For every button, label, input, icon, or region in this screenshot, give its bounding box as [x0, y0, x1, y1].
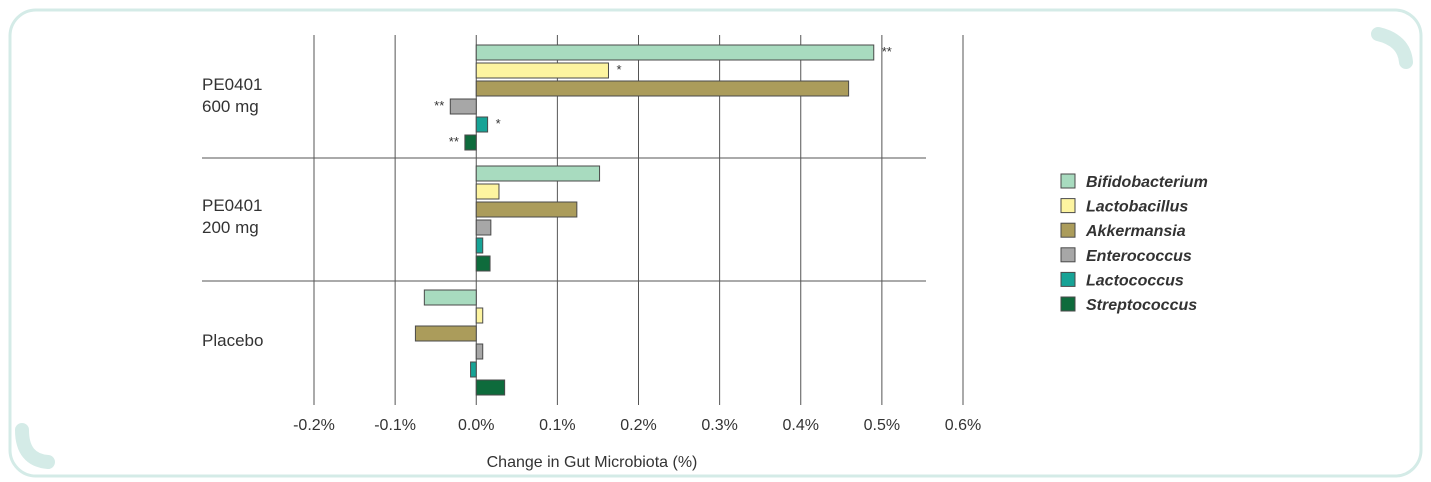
significance-marker: * [616, 62, 621, 77]
bar-streptococcus [475, 255, 491, 272]
x-tick-labels: -0.2% -0.1% 0.0% 0.1% 0.2% 0.3% 0.4% 0.5% 0.6% [293, 417, 981, 434]
significance-marker: ** [449, 134, 459, 149]
x-tick-label: 0.2% [620, 417, 656, 434]
bar-streptococcus [464, 134, 477, 151]
category-label: PE0401 [202, 196, 263, 215]
legend-label: Lactococcus [1086, 272, 1184, 289]
bar-bifidobacterium [475, 44, 875, 61]
decorative-frame [8, 8, 1423, 478]
category-label: Placebo [202, 331, 263, 350]
bar-lactobacillus [475, 62, 609, 79]
category-labels: PE0401 600 mg PE0401 200 mg Placebo [202, 75, 263, 350]
bar-bifidobacterium [475, 165, 601, 182]
significance-marker: * [496, 116, 501, 131]
legend-swatch [1060, 222, 1076, 238]
bar-bifidobacterium [423, 289, 477, 306]
x-tick-label: 0.5% [864, 417, 900, 434]
x-tick-label: 0.4% [783, 417, 819, 434]
category-label: 600 mg [202, 97, 259, 116]
legend-swatch [1060, 271, 1076, 287]
bar-enterococcus [449, 98, 477, 115]
bar-lactobacillus [475, 183, 500, 200]
gridlines [202, 35, 964, 405]
legend-label: Lactobacillus [1086, 199, 1188, 216]
bar-akkermansia [414, 325, 477, 342]
legend-label: Bifidobacterium [1086, 174, 1208, 191]
category-label: 200 mg [202, 218, 259, 237]
legend-swatch [1060, 247, 1076, 263]
x-tick-label: 0.6% [945, 417, 981, 434]
bar-akkermansia [475, 201, 578, 218]
frame-accent-bottom-left [15, 423, 55, 469]
x-tick-label: -0.1% [374, 417, 416, 434]
legend-label: Akkermansia [1085, 223, 1186, 240]
bar-lactococcus [475, 237, 484, 254]
bar-enterococcus [475, 219, 492, 236]
frame-accent-top-right [1371, 27, 1413, 69]
x-tick-label: -0.2% [293, 417, 335, 434]
bar-lactococcus [470, 361, 477, 378]
bar-lactococcus [475, 116, 489, 133]
x-tick-label: 0.0% [458, 417, 494, 434]
bar-akkermansia [475, 80, 850, 97]
significance-markers: ******** [434, 44, 892, 149]
legend-label: Streptococcus [1086, 297, 1197, 314]
significance-marker: ** [434, 98, 444, 113]
legend-label: Enterococcus [1086, 248, 1192, 265]
bar-enterococcus [475, 343, 484, 360]
bar-lactobacillus [475, 307, 484, 324]
bars [414, 44, 875, 396]
category-label: PE0401 [202, 75, 263, 94]
legend: Bifidobacterium Lactobacillus Akkermansia E… [1060, 173, 1208, 314]
frame-border [8, 8, 1423, 478]
x-tick-label: 0.1% [539, 417, 575, 434]
legend-swatch [1060, 296, 1076, 312]
legend-swatch [1060, 198, 1076, 214]
significance-marker: ** [882, 44, 892, 59]
x-tick-label: 0.3% [701, 417, 737, 434]
legend-swatch [1060, 173, 1076, 189]
bar-streptococcus [475, 379, 506, 396]
x-axis-title: Change in Gut Microbiota (%) [487, 454, 698, 471]
